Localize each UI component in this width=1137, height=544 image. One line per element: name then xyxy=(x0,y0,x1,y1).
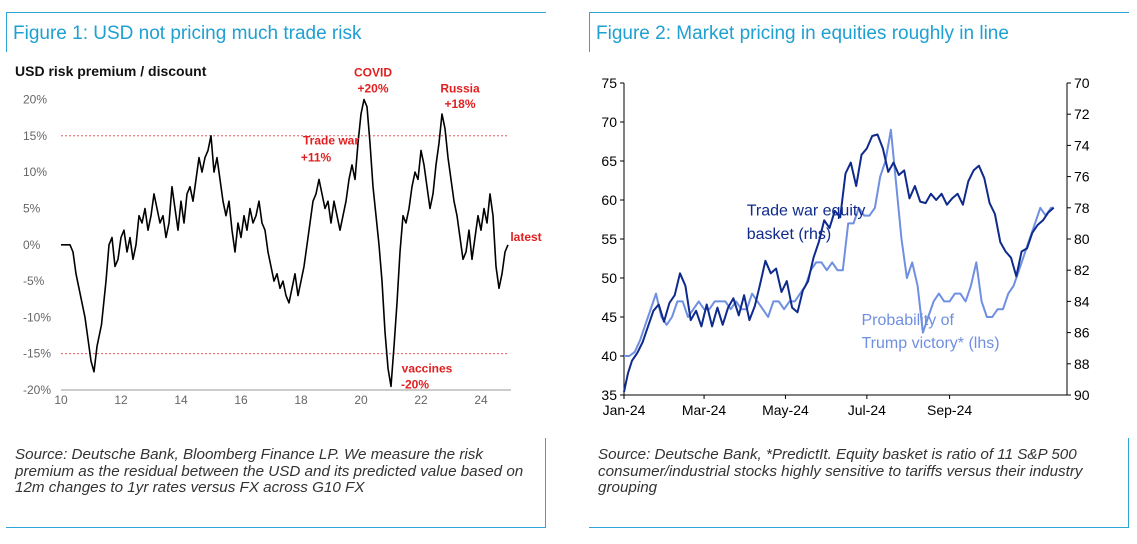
x-tick-label: 16 xyxy=(234,393,248,407)
right-tick-label: 76 xyxy=(1074,169,1090,185)
annotation-label: COVID xyxy=(354,65,392,79)
x-tick-label: 18 xyxy=(294,393,308,407)
x-tick-label: 10 xyxy=(54,393,68,407)
x-tick-label: 20 xyxy=(354,393,368,407)
x-tick-label: Mar-24 xyxy=(682,402,727,418)
y-tick-label: -5% xyxy=(23,274,45,288)
figure-1-subtitle: USD risk premium / discount xyxy=(15,63,207,79)
right-tick-label: 80 xyxy=(1074,231,1090,247)
y-tick-label: 20% xyxy=(23,93,47,107)
y-tick-label: -15% xyxy=(23,347,51,361)
y-tick-label: -20% xyxy=(23,383,51,397)
annotation-label: Russia xyxy=(440,81,480,95)
annotation-label: latest xyxy=(510,230,541,244)
y-tick-label: 10% xyxy=(23,165,47,179)
x-tick-label: 12 xyxy=(114,393,128,407)
x-tick-label: Jan-24 xyxy=(603,402,646,418)
right-tick-label: 78 xyxy=(1074,200,1090,216)
right-tick-label: 90 xyxy=(1074,387,1090,403)
right-tick-label: 82 xyxy=(1074,262,1090,278)
annotation-label: vaccines xyxy=(402,362,453,376)
figure-2-chart: 35 40 45 50 55 60 65 70 75 70 72 74 76 78 80 82 84 86 88 90… xyxy=(601,75,1090,418)
annotation-label: +18% xyxy=(444,97,475,111)
right-tick-label: 70 xyxy=(1074,75,1090,91)
x-tick-label: 14 xyxy=(174,393,188,407)
usd-risk-premium-line xyxy=(61,98,509,388)
right-tick-label: 86 xyxy=(1074,325,1090,341)
series-label: Probability of xyxy=(862,312,955,329)
figure-1-source: Source: Deutsche Bank, Bloomberg Finance… xyxy=(6,438,546,528)
figure-1-title: Figure 1: USD not pricing much trade ris… xyxy=(6,12,546,52)
x-tick-label: Sep-24 xyxy=(927,402,972,418)
left-tick-label: 50 xyxy=(601,270,617,286)
figure-2-title: Figure 2: Market pricing in equities rou… xyxy=(589,12,1129,52)
left-tick-label: 45 xyxy=(601,309,617,325)
right-tick-label: 88 xyxy=(1074,356,1090,372)
y-tick-label: 5% xyxy=(23,201,41,215)
x-tick-label: Jul-24 xyxy=(848,402,886,418)
annotation-label: -20% xyxy=(401,378,429,392)
left-tick-label: 60 xyxy=(601,192,617,208)
left-tick-label: 40 xyxy=(601,348,617,364)
x-tick-label: 22 xyxy=(414,393,428,407)
right-tick-label: 84 xyxy=(1074,293,1090,309)
y-tick-label: 15% xyxy=(23,129,47,143)
annotation-label: +11% xyxy=(301,150,332,164)
x-tick-label: May-24 xyxy=(762,402,809,418)
equity-basket-line xyxy=(623,133,1055,393)
left-tick-label: 70 xyxy=(601,114,617,130)
y-tick-label: 0% xyxy=(23,238,41,252)
series-label: Trade war equity xyxy=(747,203,866,220)
figure-1-panel: Figure 1: USD not pricing much trade ris… xyxy=(6,0,546,528)
right-tick-label: 72 xyxy=(1074,106,1090,122)
left-tick-label: 55 xyxy=(601,231,617,247)
y-tick-label: -10% xyxy=(23,310,51,324)
annotation-label: +20% xyxy=(357,81,388,95)
figure-1-chart: USD risk premium / discount -20% -15% -10%… xyxy=(15,63,542,407)
annotation-label: Trade war xyxy=(303,134,359,148)
series-label: basket (rhs) xyxy=(747,226,831,243)
series-label: Trump victory* (lhs) xyxy=(862,335,1000,352)
figure-2-panel: Figure 2: Market pricing in equities rou… xyxy=(589,0,1129,528)
figure-2-source: Source: Deutsche Bank, *PredictIt. Equit… xyxy=(589,438,1129,528)
left-tick-label: 75 xyxy=(601,75,617,91)
right-tick-label: 74 xyxy=(1074,137,1090,153)
left-tick-label: 35 xyxy=(601,387,617,403)
left-tick-label: 65 xyxy=(601,153,617,169)
x-tick-label: 24 xyxy=(474,393,488,407)
trump-probability-line xyxy=(624,128,1054,357)
